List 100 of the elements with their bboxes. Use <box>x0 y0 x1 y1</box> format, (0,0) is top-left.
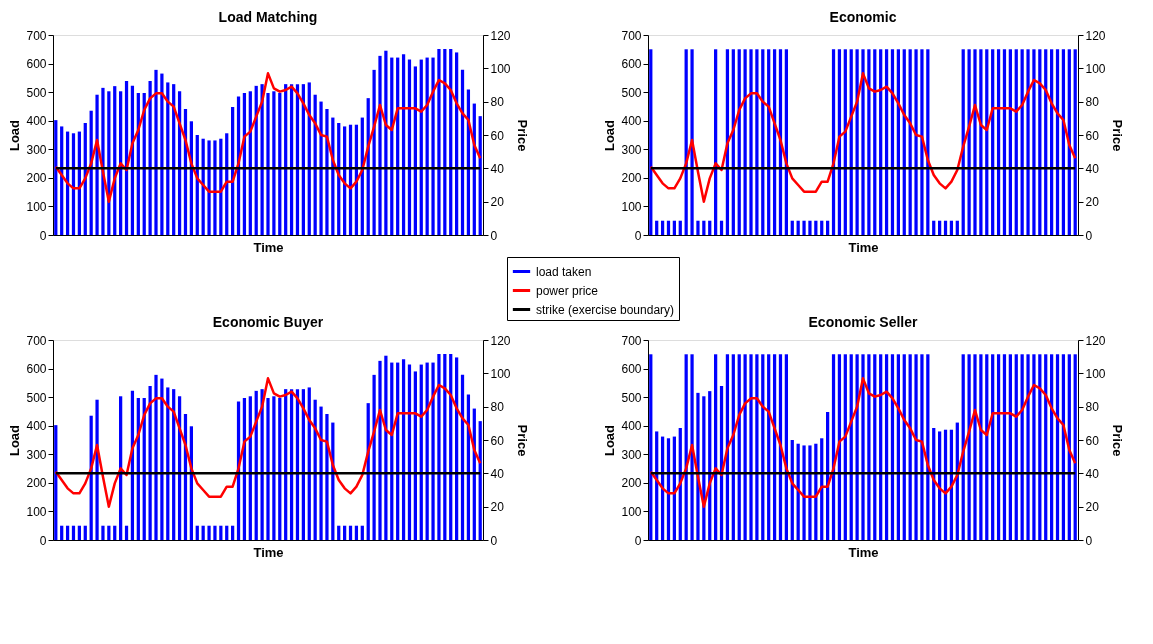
y-tick-label: 600 <box>26 57 47 72</box>
y-tick-label: 700 <box>621 28 642 43</box>
y2-tick-label: 40 <box>490 161 505 176</box>
y2-tick-label: 0 <box>1085 533 1093 548</box>
y-tick-label: 100 <box>621 199 642 214</box>
bar <box>360 525 364 540</box>
bar <box>225 525 229 540</box>
bar <box>873 354 877 540</box>
y2-tick-label: 100 <box>490 61 511 76</box>
y2-axis-title: Price <box>1109 424 1125 457</box>
bar <box>219 525 223 540</box>
y2-tick-label: 60 <box>490 433 505 448</box>
y2-tick-label: 0 <box>1085 228 1093 243</box>
bar <box>384 355 388 540</box>
y-tick-label: 300 <box>26 447 47 462</box>
y2-tick-label: 40 <box>490 466 505 481</box>
y-tick-label: 200 <box>621 171 642 186</box>
bar <box>478 421 482 540</box>
y-tick-label: 300 <box>26 142 47 157</box>
y-axis-title: Load <box>602 119 618 152</box>
bar <box>272 91 276 235</box>
y-tick-label: 600 <box>621 57 642 72</box>
bar <box>83 525 87 540</box>
bar <box>1032 354 1036 540</box>
y-tick-label: 700 <box>621 333 642 348</box>
line-series <box>54 377 482 508</box>
bar <box>384 50 388 235</box>
bar <box>213 525 217 540</box>
y2-tick-label: 100 <box>1085 366 1106 381</box>
y-tick-label: 100 <box>621 504 642 519</box>
bar <box>1002 354 1007 540</box>
bar <box>372 69 376 235</box>
bar <box>325 109 329 235</box>
bar <box>201 525 205 540</box>
y2-tick-label: 40 <box>1085 466 1100 481</box>
legend-label: power price <box>536 283 599 298</box>
bar <box>278 398 282 540</box>
y-tick-label: 400 <box>26 114 47 129</box>
y2-tick-label: 60 <box>1085 128 1100 143</box>
bar <box>95 399 99 540</box>
y-tick-label: 0 <box>634 228 642 243</box>
y2-tick-label: 20 <box>1085 195 1100 210</box>
bar <box>413 66 417 235</box>
bar <box>207 525 211 540</box>
bar <box>213 140 217 235</box>
bar <box>749 354 753 540</box>
bar <box>154 374 158 540</box>
y-tick-label: 400 <box>621 114 642 129</box>
bar <box>401 359 406 540</box>
bar <box>343 525 347 540</box>
bar <box>378 360 382 540</box>
bar <box>195 525 199 540</box>
bar <box>696 392 700 540</box>
y-tick-label: 200 <box>26 171 47 186</box>
y-tick-label: 600 <box>26 362 47 377</box>
y2-tick-label: 120 <box>1085 333 1106 348</box>
bar <box>1026 354 1030 540</box>
bar <box>95 94 99 235</box>
bar <box>337 525 341 540</box>
y2-axis-title: Price <box>514 424 530 457</box>
bar <box>266 93 270 235</box>
bar <box>54 120 58 235</box>
bar <box>649 354 653 540</box>
y-tick-label: 300 <box>621 447 642 462</box>
bar <box>914 354 918 540</box>
y-tick-label: 0 <box>39 228 47 243</box>
y2-tick-label: 80 <box>490 95 505 110</box>
y2-tick-label: 20 <box>490 195 505 210</box>
bar <box>160 73 164 235</box>
y-tick-label: 500 <box>26 390 47 405</box>
y2-tick-label: 0 <box>490 533 498 548</box>
legend-label: load taken <box>536 264 592 279</box>
y2-tick-label: 80 <box>1085 95 1100 110</box>
bar <box>437 49 441 235</box>
y-tick-label: 200 <box>621 476 642 491</box>
bar <box>148 386 152 540</box>
y2-tick-label: 120 <box>490 28 511 43</box>
y2-tick-label: 20 <box>1085 500 1100 515</box>
x-axis-title: Time <box>848 239 879 255</box>
y2-tick-label: 20 <box>490 500 505 515</box>
bar <box>372 374 376 540</box>
bar <box>378 55 382 235</box>
y2-tick-label: 80 <box>1085 400 1100 415</box>
bar <box>884 354 889 540</box>
bar <box>431 57 435 235</box>
bar <box>319 406 323 540</box>
line-series <box>54 72 482 203</box>
y2-tick-label: 100 <box>1085 61 1106 76</box>
bar <box>967 354 971 540</box>
y-tick-label: 100 <box>26 504 47 519</box>
y2-tick-label: 120 <box>490 333 511 348</box>
bar <box>802 445 806 540</box>
line-series <box>649 377 1077 508</box>
bar <box>1073 354 1077 540</box>
bar <box>1038 354 1042 540</box>
y-axis-title: Load <box>7 424 23 457</box>
bar <box>348 525 353 540</box>
bar <box>231 525 235 540</box>
y-tick-label: 400 <box>26 419 47 434</box>
y-tick-label: 0 <box>634 533 642 548</box>
